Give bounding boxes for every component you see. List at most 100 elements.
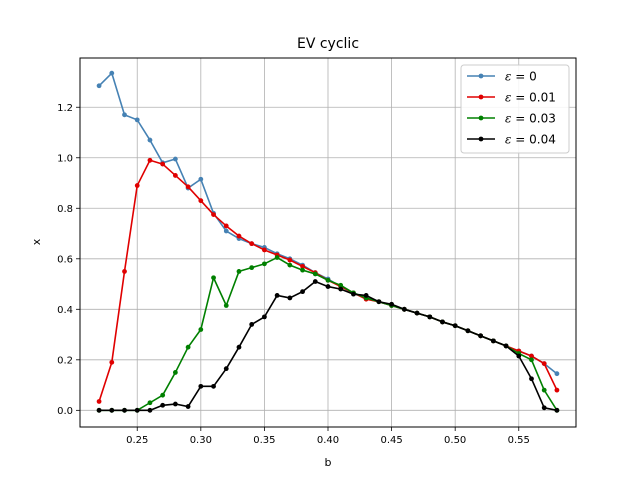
data-point [147, 407, 153, 413]
series-3 [96, 279, 560, 413]
x-tick-label: 0.50 [444, 435, 466, 446]
data-point [478, 333, 484, 339]
data-point [109, 70, 115, 76]
data-point [134, 117, 140, 123]
data-point [554, 387, 560, 393]
data-point [376, 299, 382, 305]
data-point [287, 257, 293, 263]
data-point [211, 383, 216, 389]
y-tick-label: 1.2 [57, 103, 73, 114]
legend-box [460, 64, 570, 154]
x-tick-label: 0.30 [190, 435, 212, 446]
legend-value: = 0.04 [511, 133, 555, 147]
chart-title: EV cyclic [297, 36, 359, 52]
legend-label: ε = 0.03 [505, 112, 556, 126]
data-point [287, 262, 293, 268]
data-point [185, 404, 191, 409]
data-point [160, 161, 166, 167]
legend-symbol: ε [505, 133, 511, 147]
legend-marker [478, 94, 484, 100]
x-tick-label: 0.45 [380, 435, 402, 446]
legend-marker [478, 73, 484, 79]
data-point [541, 361, 547, 367]
data-point [249, 322, 255, 327]
data-point [109, 407, 115, 413]
data-point [160, 402, 166, 408]
legend-marker [478, 136, 484, 142]
legend-label: ε = 0.01 [505, 91, 556, 105]
data-point [147, 137, 153, 143]
data-point [122, 269, 127, 274]
y-axis-label: x [30, 238, 43, 245]
data-point [529, 353, 534, 359]
data-point [262, 314, 267, 320]
data-point [274, 293, 280, 298]
legend-symbol: ε [505, 70, 511, 84]
data-point [96, 399, 102, 404]
data-point [249, 265, 255, 271]
data-point [325, 284, 331, 289]
data-point [172, 401, 178, 407]
data-point [134, 407, 140, 413]
data-point [147, 157, 153, 163]
data-point [198, 383, 204, 389]
data-point [249, 241, 255, 247]
data-point [96, 83, 102, 89]
data-point [541, 405, 547, 411]
data-point [172, 156, 178, 162]
legend-value: = 0.01 [511, 91, 555, 105]
data-point [452, 323, 458, 329]
x-tick-label: 0.40 [317, 435, 339, 446]
data-point [503, 343, 509, 349]
legend-label: ε = 0 [505, 70, 537, 84]
x-tick-label: 0.25 [126, 435, 148, 446]
data-point [236, 269, 242, 274]
data-point [147, 400, 153, 406]
data-point [185, 344, 191, 350]
data-point [211, 275, 216, 281]
legend-symbol: ε [505, 91, 511, 105]
data-point [223, 303, 229, 308]
data-point [351, 291, 356, 297]
x-tick-label: 0.35 [253, 435, 275, 446]
legend-value: = 0 [511, 70, 536, 84]
data-point [427, 314, 433, 320]
data-point [300, 289, 305, 295]
series-layer [96, 70, 560, 413]
legend: ε = 0ε = 0.01ε = 0.03ε = 0.04 [460, 64, 570, 154]
data-point [122, 407, 127, 413]
data-point [223, 228, 229, 234]
data-point [211, 212, 216, 217]
data-point [414, 310, 420, 316]
data-point [529, 357, 534, 363]
y-tick-label: 0.2 [57, 355, 73, 366]
data-point [160, 392, 166, 398]
x-axis-label: b [325, 456, 332, 469]
data-point [312, 279, 318, 284]
y-tick-label: 0.8 [57, 204, 73, 215]
axis-ticks: 0.25 0.30 0.35 0.40 0.45 0.50 0.55 0.0 0.2 0.4 0.6… [57, 103, 530, 446]
data-point [198, 327, 204, 332]
legend-label: ε = 0.04 [505, 133, 556, 147]
data-point [516, 353, 522, 359]
y-tick-label: 0.4 [57, 305, 73, 316]
data-point [554, 407, 560, 413]
y-tick-label: 0.0 [57, 406, 73, 417]
legend-marker [478, 115, 484, 121]
x-tick-label: 0.55 [508, 435, 530, 446]
data-point [363, 293, 369, 298]
data-point [440, 319, 445, 325]
data-point [401, 306, 407, 312]
data-point [262, 247, 267, 253]
data-point [236, 344, 242, 350]
data-point [223, 223, 229, 229]
data-point [490, 338, 496, 344]
data-point [185, 184, 191, 190]
data-point [465, 328, 471, 334]
y-tick-label: 1.0 [57, 153, 73, 164]
grid [80, 58, 576, 427]
data-point [529, 376, 534, 382]
data-point [223, 366, 229, 372]
data-point [338, 282, 344, 288]
data-point [338, 286, 344, 292]
